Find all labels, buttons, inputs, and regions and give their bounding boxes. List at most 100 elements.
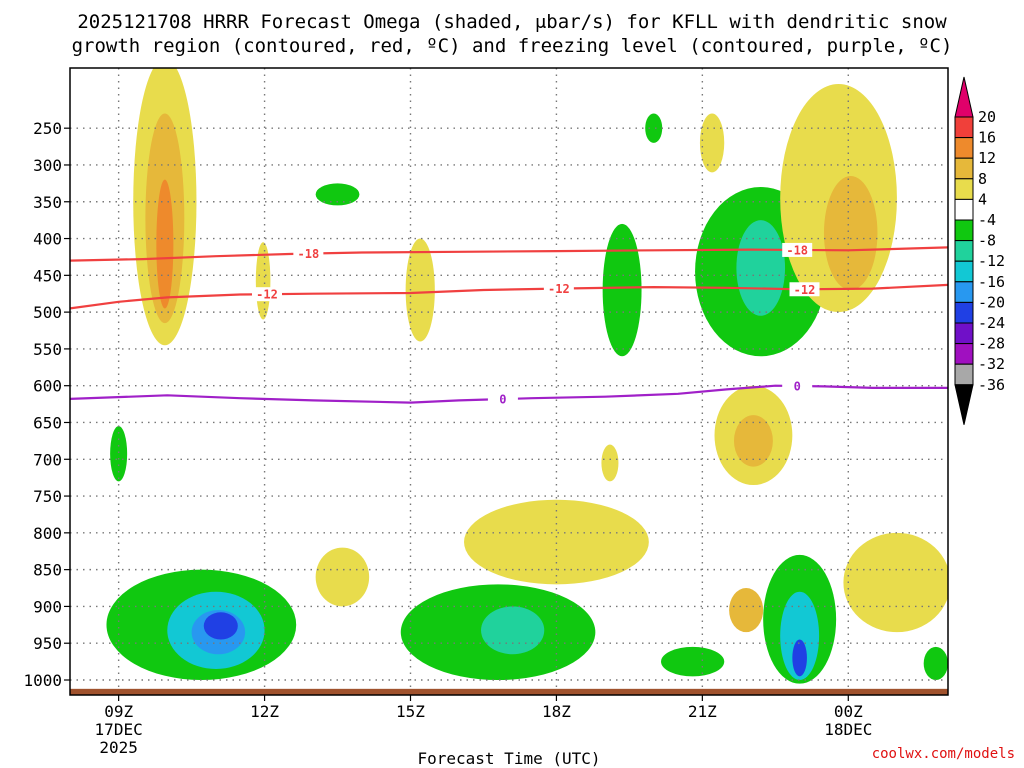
colorbar-label-11: -28	[978, 335, 1005, 353]
contour-label-bg	[252, 287, 283, 302]
omega-cell-6	[405, 238, 435, 342]
colorbar-label-1: 16	[978, 129, 996, 147]
plot-area: -18 -18 -12 -12 -12 0 0	[69, 67, 949, 696]
colorbar-swatch-4	[954, 198, 974, 221]
contour-label-bg	[782, 379, 813, 394]
omega-cell-9	[699, 113, 725, 173]
y-tick-label-850: 850	[33, 561, 62, 580]
omega-cell-23	[203, 612, 238, 640]
plot-inner: -18 -18 -12 -12 -12 0 0	[70, 68, 948, 695]
omega-cell-26	[661, 646, 725, 677]
colorbar: 20 16 12 8 4 -4 -8 -12 -16 -20 -24 -28 -32 -36	[954, 76, 1005, 425]
x-tick-date-00Z: 18DEC	[824, 720, 872, 739]
contour-label-bg	[543, 281, 574, 296]
colorbar-label-7: -12	[978, 252, 1005, 270]
y-tick-label-1000: 1000	[23, 671, 62, 690]
y-tick-label-250: 250	[33, 119, 62, 138]
omega-cell-29	[780, 591, 820, 680]
y-axis: 250 300 350 400 450 500 550 600 650 700 750 800 850 9…	[23, 119, 70, 690]
omega-cell-11	[736, 220, 786, 316]
chart-title-line-2: growth region (contoured, red, ºC) and f…	[72, 35, 953, 57]
colorbar-label-2: 12	[978, 149, 996, 167]
terrain-band	[70, 688, 948, 695]
colorbar-label-9: -20	[978, 293, 1005, 311]
y-tick-label-450: 450	[33, 266, 62, 285]
omega-cell-13	[823, 176, 878, 291]
colorbar-swatch-3	[954, 178, 974, 200]
omega-cell-30	[792, 639, 807, 677]
colorbar-top-arrow	[954, 76, 974, 118]
contour-label-bg	[487, 392, 518, 407]
colorbar-swatch-11	[954, 343, 974, 365]
colorbar-label-13: -36	[978, 376, 1005, 394]
contour-label--18-1: -18	[786, 243, 808, 257]
omega-cell-25	[481, 606, 545, 655]
contour-label-bg	[789, 282, 820, 297]
x-tick-label-00Z: 00Z	[834, 702, 863, 721]
contour-label-bg	[782, 242, 813, 257]
colorbar-swatch-7	[954, 260, 974, 283]
x-tick-label-12Z: 12Z	[250, 702, 279, 721]
credit-link[interactable]: coolwx.com/models	[872, 746, 1015, 762]
colorbar-label-5: -4	[978, 211, 996, 229]
y-tick-label-350: 350	[33, 193, 62, 212]
y-tick-label-700: 700	[33, 450, 62, 469]
x-tick-label-21Z: 21Z	[688, 702, 717, 721]
contour-label-0-0: 0	[499, 393, 506, 407]
y-tick-label-550: 550	[33, 340, 62, 359]
contour-label--12-0: -12	[256, 288, 278, 302]
colorbar-bottom-arrow	[954, 384, 974, 425]
contour-label--12-2: -12	[794, 283, 816, 297]
y-tick-label-500: 500	[33, 303, 62, 322]
colorbar-label-4: 4	[978, 190, 987, 208]
y-tick-label-600: 600	[33, 377, 62, 396]
y-tick-label-300: 300	[33, 156, 62, 175]
omega-cell-16	[601, 444, 619, 482]
colorbar-label-12: -32	[978, 355, 1005, 373]
colorbar-label-0: 20	[978, 108, 996, 126]
x-tick-label-09Z: 09Z	[104, 702, 133, 721]
y-tick-label-800: 800	[33, 524, 62, 543]
omega-cell-27	[729, 588, 764, 633]
x-tick-label-15Z: 15Z	[396, 702, 425, 721]
contour-label-0-1: 0	[794, 380, 801, 394]
omega-cell-31	[923, 646, 948, 680]
x-tick-label-18Z: 18Z	[542, 702, 571, 721]
omega-cell-19	[843, 532, 948, 633]
contour-label--18-0: -18	[298, 247, 320, 261]
omega-cell-2	[156, 179, 174, 309]
colorbar-label-3: 8	[978, 170, 987, 188]
x-tick-year-09Z: 2025	[99, 738, 138, 757]
y-tick-label-750: 750	[33, 487, 62, 506]
y-tick-label-900: 900	[33, 597, 62, 616]
omega-cell-15	[733, 415, 773, 467]
y-tick-label-650: 650	[33, 413, 62, 432]
colorbar-swatch-0	[954, 116, 974, 139]
y-tick-label-400: 400	[33, 230, 62, 249]
omega-cell-8	[645, 113, 663, 143]
omega-cell-3	[110, 426, 128, 482]
colorbar-swatch-12	[954, 363, 974, 386]
omega-cell-17	[464, 499, 649, 585]
omega-cell-5	[315, 183, 360, 206]
colorbar-swatch-5	[954, 219, 974, 242]
colorbar-label-6: -8	[978, 232, 996, 250]
colorbar-swatch-8	[954, 281, 974, 303]
colorbar-label-8: -16	[978, 273, 1005, 291]
colorbar-swatch-2	[954, 157, 974, 180]
plot-frame	[69, 67, 949, 696]
omega-cell-18	[315, 547, 370, 607]
x-tick-date-09Z: 17DEC	[95, 720, 143, 739]
colorbar-swatch-10	[954, 322, 974, 345]
contour-line-0	[70, 384, 948, 404]
y-tick-label-950: 950	[33, 634, 62, 653]
contour-label-bg	[293, 246, 324, 261]
chart-title-line-1: 2025121708 HRRR Forecast Omega (shaded, …	[77, 11, 947, 33]
contour-label--12-1: -12	[548, 282, 570, 296]
colorbar-swatch-6	[954, 240, 974, 262]
x-axis-label: Forecast Time (UTC)	[417, 749, 600, 768]
colorbar-label-10: -24	[978, 314, 1005, 332]
colorbar-swatch-9	[954, 301, 974, 324]
